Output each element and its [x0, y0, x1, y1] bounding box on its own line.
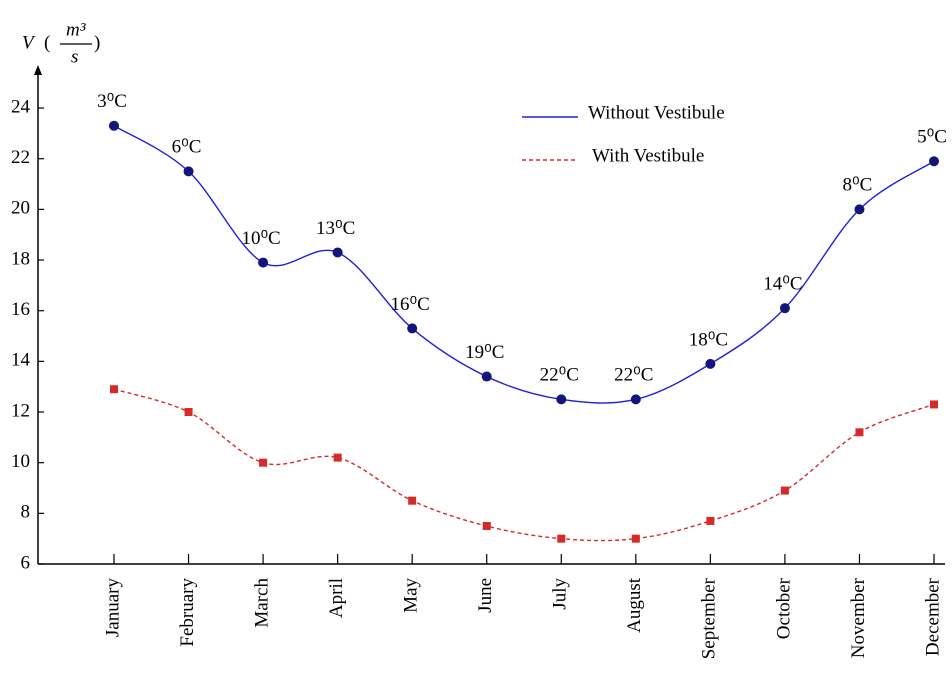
legend-label: With Vestibule — [592, 145, 704, 166]
point-marker — [706, 516, 715, 525]
y-label: V ( m³ s ) — [22, 19, 100, 67]
x-tick-label: November — [848, 577, 869, 658]
temperature-annotation: 16⁰C — [391, 294, 430, 315]
y-label-symbol: V — [22, 32, 36, 53]
y-tick-label: 8 — [21, 502, 31, 523]
temperature-annotation: 5⁰C — [917, 127, 947, 148]
point-marker — [259, 458, 268, 467]
point-marker — [482, 522, 491, 531]
x-tick-label: December — [922, 577, 943, 656]
temperature-annotation: 22⁰C — [614, 365, 653, 386]
y-tick-label: 22 — [11, 147, 30, 168]
point-marker — [854, 204, 865, 215]
x-tick-label: July — [550, 578, 571, 610]
point-marker — [407, 323, 418, 334]
point-marker — [184, 408, 193, 417]
temperature-annotation: 19⁰C — [465, 342, 504, 363]
point-marker — [183, 166, 194, 177]
point-marker — [631, 534, 640, 543]
point-marker — [332, 247, 343, 258]
point-marker — [930, 400, 938, 409]
x-tick-label: September — [699, 577, 720, 659]
point-marker — [258, 257, 269, 268]
temperature-annotation: 8⁰C — [843, 175, 873, 196]
x-tick-label: January — [102, 578, 123, 638]
temperature-annotation: 10⁰C — [241, 228, 280, 249]
y-tick-label: 10 — [11, 451, 30, 472]
point-marker — [855, 428, 864, 437]
y-label-numerator: m³ — [66, 19, 86, 40]
point-marker — [556, 394, 567, 405]
x-tick-label: October — [773, 577, 794, 639]
series-line — [113, 125, 935, 404]
x-tick-label: May — [401, 578, 422, 613]
y-tick-label: 6 — [21, 552, 31, 573]
y-tick-label: 20 — [11, 198, 30, 219]
temperature-annotation: 18⁰C — [689, 329, 728, 350]
point-marker — [929, 156, 939, 167]
point-marker — [557, 534, 566, 543]
x-tick-label: August — [624, 577, 645, 633]
y-axis-arrow — [34, 65, 42, 75]
y-tick-label: 18 — [11, 248, 30, 269]
point-marker — [333, 453, 342, 462]
point-marker — [779, 303, 790, 314]
legend-label: Without Vestibule — [588, 102, 725, 123]
temperature-annotation: 14⁰C — [763, 274, 802, 295]
y-tick-label: 24 — [11, 96, 31, 117]
temperature-annotation: 22⁰C — [540, 365, 579, 386]
x-tick-label: June — [475, 578, 496, 613]
y-tick-label: 16 — [11, 299, 30, 320]
paren: ) — [94, 32, 100, 53]
point-marker — [110, 385, 118, 394]
x-tick-label: March — [251, 578, 272, 628]
temperature-annotation: 3⁰C — [97, 91, 127, 112]
point-marker — [630, 394, 641, 405]
y-tick-label: 14 — [11, 350, 31, 371]
point-marker — [109, 120, 119, 131]
y-label-denominator: s — [71, 46, 78, 67]
point-marker — [705, 358, 716, 369]
paren: ( — [44, 32, 50, 53]
x-tick-label: April — [326, 578, 347, 618]
y-tick-label: 12 — [11, 400, 30, 421]
temperature-annotation: 13⁰C — [316, 218, 355, 239]
series-line — [113, 388, 935, 542]
point-marker — [481, 371, 492, 382]
point-marker — [780, 486, 789, 495]
point-marker — [408, 496, 417, 505]
temperature-annotation: 6⁰C — [172, 137, 202, 158]
x-tick-label: February — [177, 578, 198, 647]
